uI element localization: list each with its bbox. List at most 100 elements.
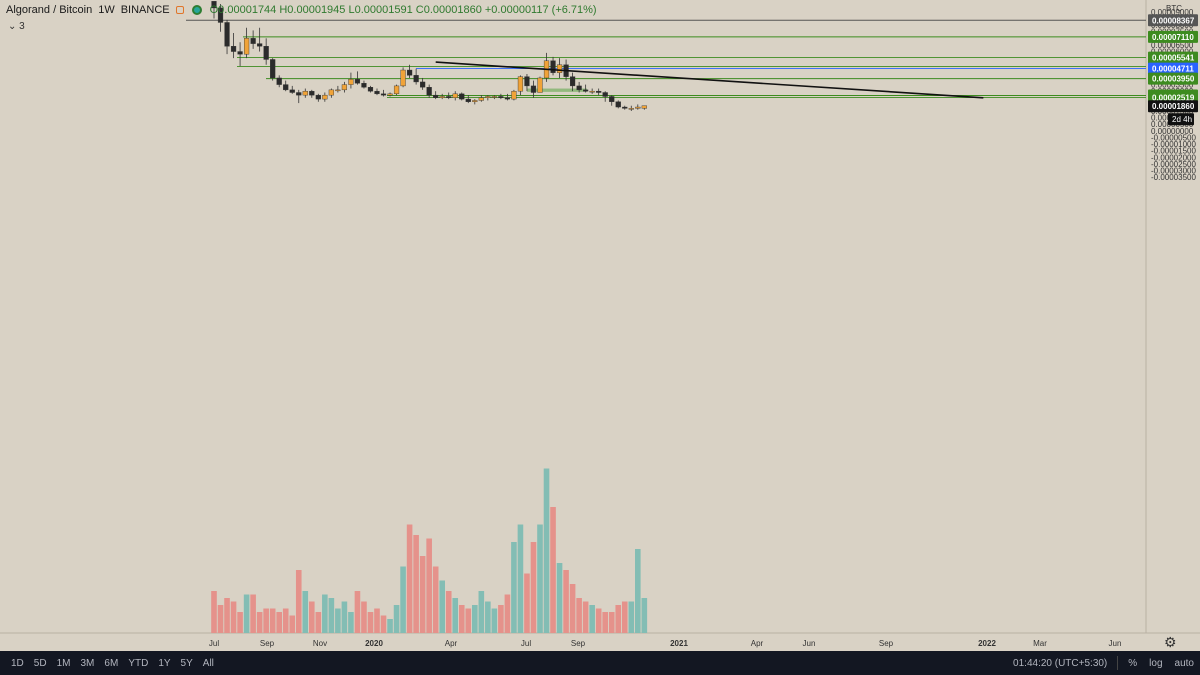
candle-body[interactable] [283,84,289,91]
level-price-tag [1148,100,1198,113]
candle-body[interactable] [472,100,478,102]
trendline-upper[interactable] [435,61,984,99]
candle-body[interactable] [504,97,511,100]
clock-label[interactable]: 01:44:20 (UTC+5:30) [1013,657,1108,669]
range-button-6m[interactable]: 6M [104,657,119,669]
candle-body[interactable] [237,51,243,55]
candle-body[interactable] [570,76,576,87]
candle-body[interactable] [354,79,361,84]
candle-body[interactable] [374,90,380,95]
candle-body[interactable] [433,94,439,98]
candle-body[interactable] [446,96,452,98]
candle-body[interactable] [465,98,471,102]
candle-body[interactable] [407,69,413,76]
candle-body[interactable] [478,97,484,101]
candle-body[interactable] [270,59,276,79]
price-chart[interactable]: 0.000090000.000085000.000080000.00007500… [0,0,1200,651]
time-tick-label: Sep [571,639,586,648]
visibility-icon[interactable] [191,5,202,15]
candle-body[interactable] [550,60,556,73]
range-button-1d[interactable]: 1D [11,657,24,669]
range-button-1y[interactable]: 1Y [158,657,171,669]
candle-body[interactable] [622,106,628,109]
candle-body[interactable] [400,69,406,87]
log-toggle[interactable]: log [1149,657,1163,669]
candle-body[interactable] [459,93,465,100]
candle-body[interactable] [641,105,647,109]
candle-body[interactable] [615,101,621,108]
interval-label[interactable]: 1W [98,4,115,16]
collapse-indicators[interactable]: ⌄ 3 [8,21,25,32]
range-button-1m[interactable]: 1M [56,657,71,669]
range-button-5d[interactable]: 5D [33,657,47,669]
candle-body[interactable] [289,89,295,93]
volume-bar [458,605,465,633]
candle-body[interactable] [367,87,374,92]
range-button-ytd[interactable]: YTD [128,657,149,669]
candle-body[interactable] [426,87,432,96]
candle-body[interactable] [635,106,641,109]
percent-toggle[interactable]: % [1128,657,1138,669]
candle-body[interactable] [393,85,400,95]
candle-body[interactable] [556,64,563,73]
range-button-5y[interactable]: 5Y [180,657,193,669]
candle-body[interactable] [276,77,282,85]
candle-body[interactable] [328,89,334,96]
candle-body[interactable] [315,94,321,100]
candle-body[interactable] [413,75,419,83]
candle-body[interactable] [576,85,582,91]
candle-body[interactable] [211,1,217,9]
range-button-all[interactable]: All [202,657,214,669]
candle-body[interactable] [257,43,263,47]
alert-icon[interactable] [175,6,184,14]
range-button-3m[interactable]: 3M [80,657,95,669]
candle-body[interactable] [439,96,445,98]
candle-body[interactable] [511,90,517,100]
volume-bar [504,594,511,633]
candle-body[interactable] [309,90,315,96]
candle-body[interactable] [230,46,237,52]
auto-toggle[interactable]: auto [1174,657,1194,669]
candle-body[interactable] [596,90,602,93]
candle-body[interactable] [341,84,348,91]
candle-body[interactable] [530,85,537,93]
candle-body[interactable] [583,89,589,92]
candle-body[interactable] [217,7,224,23]
symbol-label[interactable]: Algorand / Bitcoin [6,4,93,16]
candle-body[interactable] [296,92,302,96]
candle-body[interactable] [602,92,608,97]
level-price-label: 0.00008367 [1152,16,1195,25]
candle-body[interactable] [491,96,497,98]
time-tick-label: 2020 [365,639,383,648]
candle-body[interactable] [387,93,393,96]
candle-body[interactable] [243,38,250,55]
volume-bar [608,612,615,633]
time-tick-label: Jul [521,639,531,648]
candle-body[interactable] [517,76,524,92]
candle-body[interactable] [420,81,426,88]
candle-body[interactable] [380,93,387,96]
support-zone[interactable] [527,88,587,92]
candle-body[interactable] [335,89,341,92]
candle-body[interactable] [537,77,543,93]
candle-body[interactable] [524,76,530,87]
candle-body[interactable] [302,90,308,96]
volume-bar [289,615,296,633]
candle-body[interactable] [250,38,256,44]
volume-bar [543,468,550,633]
candle-body[interactable] [485,96,491,98]
candle-body[interactable] [498,96,504,98]
candle-body[interactable] [263,46,269,60]
candle-body[interactable] [452,93,458,98]
candle-body[interactable] [361,83,367,88]
candle-body[interactable] [628,108,634,110]
settings-gear-icon[interactable]: ⚙ [1164,634,1177,650]
volume-bar [400,566,406,633]
candle-body[interactable] [224,22,230,47]
volume-bar [282,608,289,633]
candle-body[interactable] [609,96,615,102]
volume-bar [387,619,393,633]
candle-body[interactable] [589,90,595,93]
candle-body[interactable] [348,79,354,85]
candle-body[interactable] [322,94,328,100]
